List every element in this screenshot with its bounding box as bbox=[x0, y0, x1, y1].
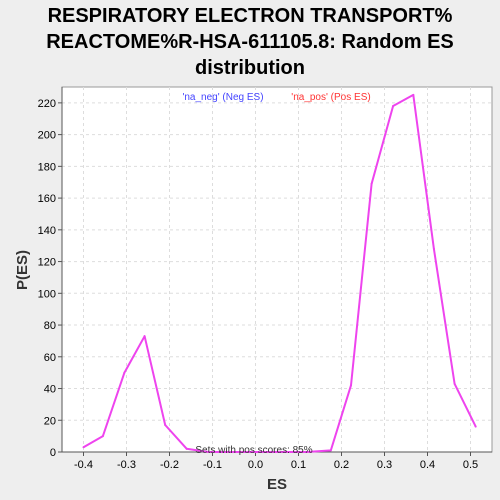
data-point bbox=[164, 424, 167, 427]
y-tick-label: 140 bbox=[38, 225, 56, 237]
y-tick-label: 200 bbox=[38, 130, 56, 142]
x-tick-label: 0.4 bbox=[420, 459, 435, 471]
chart-title-line-3: distribution bbox=[195, 57, 305, 79]
data-point bbox=[432, 247, 435, 250]
data-point bbox=[82, 446, 85, 449]
pos-scores-annotation: Sets with pos scores: 85% bbox=[195, 445, 312, 456]
data-point bbox=[453, 382, 456, 385]
chart-title-line-2: REACTOME%R-HSA-611105.8: Random ES bbox=[46, 31, 454, 53]
data-point bbox=[474, 425, 477, 428]
y-tick-label: 220 bbox=[38, 98, 56, 110]
y-tick-label: 180 bbox=[38, 161, 56, 173]
data-point bbox=[329, 449, 332, 452]
x-tick-label: 0.1 bbox=[291, 459, 306, 471]
series-line bbox=[83, 93, 477, 453]
y-tick-label: 20 bbox=[44, 415, 56, 427]
axes: -0.4 -0.3 -0.2 -0.1 0.0 0.1 0.2 0.3 0.4 0.5 0 20 40 6… bbox=[38, 87, 492, 471]
data-point bbox=[349, 384, 352, 387]
x-tick-label: 0.2 bbox=[334, 459, 349, 471]
grid bbox=[62, 87, 492, 453]
legend-entry-pos: 'na_pos' (Pos ES) bbox=[291, 92, 370, 103]
y-tick-label: 0 bbox=[50, 447, 56, 459]
data-point bbox=[392, 105, 395, 108]
data-point bbox=[123, 371, 126, 374]
series-group bbox=[82, 93, 477, 453]
x-tick-label: -0.1 bbox=[203, 459, 222, 471]
x-tick-label: 0.3 bbox=[377, 459, 392, 471]
y-tick-label: 100 bbox=[38, 288, 56, 300]
y-tick-label: 40 bbox=[44, 384, 56, 396]
legend-entry-neg: 'na_neg' (Neg ES) bbox=[182, 92, 263, 103]
y-tick-label: 80 bbox=[44, 320, 56, 332]
y-axis-label: P(ES) bbox=[14, 250, 31, 290]
x-tick-label: 0.0 bbox=[248, 459, 263, 471]
chart-title: RESPIRATORY ELECTRON TRANSPORT% REACTOME… bbox=[46, 5, 454, 79]
legend: 'na_neg' (Neg ES) 'na_pos' (Pos ES) bbox=[182, 92, 370, 103]
y-tick-label: 60 bbox=[44, 352, 56, 364]
data-point bbox=[412, 93, 415, 96]
y-tick-label: 160 bbox=[38, 193, 56, 205]
y-tick-label: 120 bbox=[38, 257, 56, 269]
data-point bbox=[101, 435, 104, 438]
data-point bbox=[143, 335, 146, 338]
x-axis-label: ES bbox=[267, 476, 287, 493]
data-point bbox=[207, 451, 210, 453]
data-point bbox=[370, 182, 373, 185]
x-tick-label: -0.3 bbox=[117, 459, 136, 471]
data-point bbox=[185, 447, 188, 450]
x-tick-label: -0.4 bbox=[74, 459, 93, 471]
data-point bbox=[306, 451, 309, 453]
x-tick-label: -0.2 bbox=[160, 459, 179, 471]
chart-title-line-1: RESPIRATORY ELECTRON TRANSPORT% bbox=[48, 5, 453, 27]
x-tick-label: 0.5 bbox=[463, 459, 478, 471]
